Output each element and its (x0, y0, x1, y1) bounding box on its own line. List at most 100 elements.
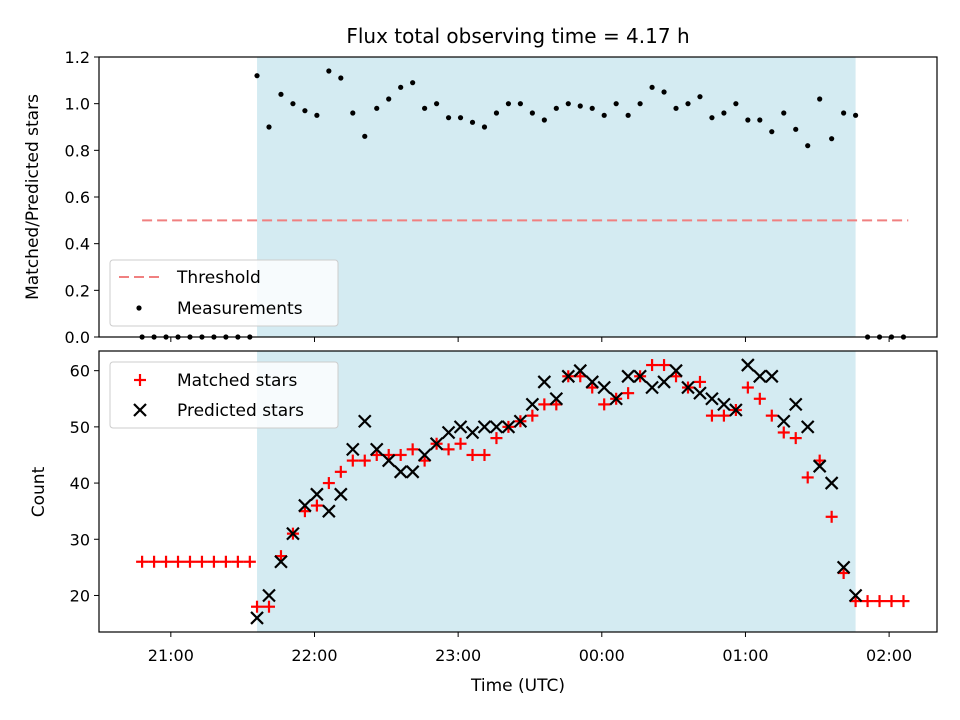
predicted-star-point (393, 465, 408, 479)
x-tick-label: 23:00 (435, 646, 481, 665)
measurement-point (817, 96, 823, 102)
matched-star-point (148, 555, 161, 568)
matched-star-point (789, 432, 802, 445)
matched-star-point (741, 381, 754, 394)
matched-star-point (885, 595, 898, 608)
matched-star-point (622, 387, 635, 400)
bottom-y-tick-label: 60 (70, 362, 90, 381)
predicted-star-point (585, 375, 600, 389)
predicted-star-point (405, 465, 420, 479)
measurement-point (685, 101, 691, 107)
matched-star-point (262, 600, 275, 613)
predicted-star-point (537, 375, 552, 389)
predicted-star-point (453, 420, 468, 434)
matched-star-point (586, 381, 599, 394)
matched-star-point (136, 555, 149, 568)
legend-matched-label: Matched stars (177, 371, 297, 391)
matched-star-point (646, 359, 659, 372)
measurement-point (493, 110, 500, 116)
matched-star-point (550, 398, 563, 411)
matched-star-point (442, 443, 455, 456)
predicted-star-point (322, 504, 336, 518)
top-legend: Threshold Measurements (109, 259, 339, 327)
matched-star-point (538, 398, 551, 411)
matched-star-point (370, 448, 383, 461)
predicted-star-point (489, 420, 504, 434)
matched-star-point (777, 426, 790, 439)
predicted-star-point (262, 588, 276, 603)
top-y-tick-label: 0.6 (65, 188, 90, 207)
measurement-point (481, 124, 488, 130)
measurement-point (457, 115, 464, 121)
matched-star-point (490, 432, 503, 445)
measurement-point (326, 68, 332, 74)
predicted-star-point (741, 358, 755, 372)
predicted-star-point (441, 425, 456, 440)
predicted-star-point (776, 414, 791, 429)
x-tick-label: 22:00 (291, 646, 337, 665)
bottom-axes-frame (98, 350, 938, 633)
predicted-star-point (645, 380, 659, 395)
legend-matched-swatch (134, 374, 146, 386)
matched-star-point (406, 443, 419, 456)
measurement-point (721, 110, 727, 116)
predicted-star-point (717, 397, 731, 412)
predicted-star-point (250, 611, 264, 625)
measurement-point (697, 94, 703, 100)
predicted-star-point (609, 391, 623, 406)
predicted-star-point (657, 375, 671, 389)
predicted-star-point (800, 420, 815, 434)
top-y-tick-label: 0.4 (65, 235, 90, 254)
bottom-y-tick-label: 30 (70, 530, 90, 549)
predicted-star-point (381, 453, 396, 468)
measurement-point (290, 101, 296, 107)
measurement-point (254, 73, 260, 79)
measurement-point (781, 110, 787, 116)
bottom-y-axis-label: Count (29, 466, 49, 517)
matched-star-point (231, 555, 244, 568)
matched-star-point (274, 550, 287, 563)
measurement-point (553, 105, 559, 111)
matched-star-point (837, 566, 850, 579)
matched-star-point (705, 409, 718, 422)
measurement-point (529, 110, 535, 116)
bottom-y-tick-label: 40 (70, 474, 90, 493)
matched-star-point (658, 359, 671, 372)
measurement-point (565, 101, 571, 107)
predicted-star-point (848, 588, 863, 603)
measurement-point (302, 108, 308, 114)
x-tick-label: 01:00 (722, 646, 768, 665)
x-tick-label: 00:00 (579, 646, 625, 665)
measurement-point (314, 112, 320, 118)
x-tick-label: 21:00 (148, 646, 194, 665)
measurement-point (852, 112, 859, 118)
measurement-point (745, 117, 751, 123)
matched-star-point (801, 471, 814, 484)
matched-star-point (298, 505, 311, 518)
x-axis-label: Time (UTC) (470, 676, 565, 696)
predicted-star-point (681, 380, 695, 395)
matched-star-point (598, 398, 611, 411)
predicted-star-point (788, 397, 803, 412)
bottom-legend: Matched stars Predicted stars (109, 361, 339, 429)
matched-star-point (825, 510, 838, 523)
top-y-axis-label: Matched/Predicted stars (23, 94, 43, 300)
predicted-star-point (513, 414, 528, 429)
matched-star-point (753, 392, 766, 405)
matched-star-point (897, 595, 910, 608)
measurement-point (769, 129, 775, 135)
measurement-point (541, 117, 547, 123)
measurement-point (422, 105, 428, 111)
x-tick-label: 02:00 (866, 646, 912, 665)
legend-measurements-swatch (136, 305, 142, 311)
predicted-star-point (310, 487, 324, 502)
predicted-star-point (346, 442, 360, 457)
measurement-point (469, 119, 476, 125)
predicted-star-point (525, 397, 540, 412)
matched-star-point (195, 555, 208, 568)
matched-star-point (322, 477, 335, 490)
matched-star-point (526, 409, 539, 422)
matched-star-point (251, 600, 264, 613)
measurement-point (386, 96, 392, 102)
